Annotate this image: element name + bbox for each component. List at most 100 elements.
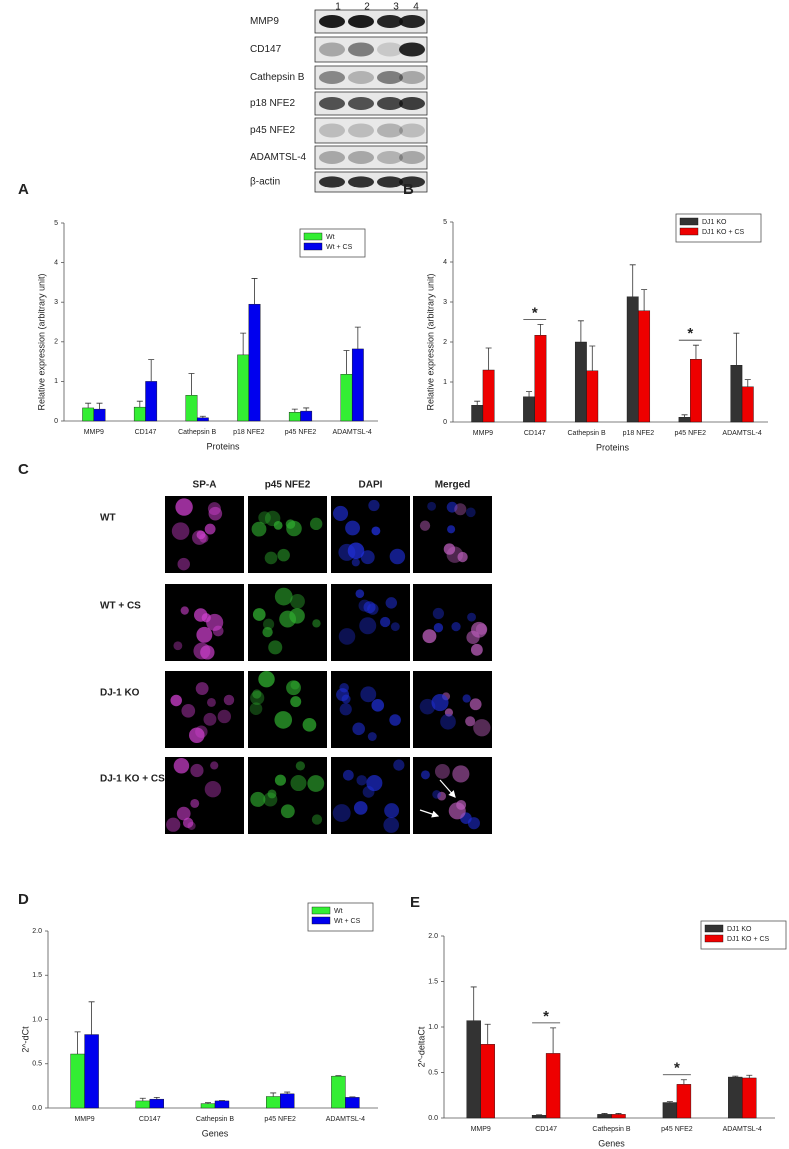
x-tick-label: ADAMTSL-4 xyxy=(722,430,761,437)
bar xyxy=(662,1102,678,1119)
y-tick-label: 0 xyxy=(54,418,58,425)
cell xyxy=(204,523,216,535)
cell xyxy=(267,789,277,799)
y-axis-label: 2^-deltaCt xyxy=(416,1026,426,1067)
cell xyxy=(465,507,476,518)
cell xyxy=(190,799,200,808)
error-bar xyxy=(641,289,648,311)
cell xyxy=(286,680,301,696)
error-bar xyxy=(153,1096,160,1100)
cell xyxy=(384,803,400,819)
bar xyxy=(531,1115,547,1119)
cell xyxy=(355,589,365,598)
cell xyxy=(173,641,183,651)
cell xyxy=(252,608,266,621)
cell xyxy=(339,683,349,693)
cell xyxy=(268,640,283,655)
blot-band xyxy=(377,15,403,28)
error-bar xyxy=(139,1097,146,1101)
cell xyxy=(390,622,400,632)
x-tick-label: Cathepsin B xyxy=(196,1116,234,1123)
bar xyxy=(237,354,250,422)
legend-swatch xyxy=(303,232,323,241)
blot-label: p45 NFE2 xyxy=(250,125,295,136)
x-tick-label: p45 NFE2 xyxy=(674,430,706,437)
bar xyxy=(466,1020,481,1119)
error-bar xyxy=(680,1079,687,1085)
cell xyxy=(457,551,468,563)
cell xyxy=(180,606,189,615)
y-tick-label: 0.0 xyxy=(428,1115,438,1122)
error-bar xyxy=(291,408,298,413)
cell xyxy=(200,645,215,660)
cell xyxy=(341,694,351,704)
cell xyxy=(371,699,385,712)
x-tick-label: ADAMTSL-4 xyxy=(326,1116,365,1123)
row-label: DJ-1 KO + CS xyxy=(100,774,165,785)
blot-band xyxy=(399,97,425,110)
y-tick-label: 0.5 xyxy=(428,1069,438,1076)
panel-letter: C xyxy=(18,461,29,478)
x-tick-label: ADAMTSL-4 xyxy=(723,1126,762,1133)
cell xyxy=(274,711,293,729)
cell xyxy=(173,758,190,774)
cell xyxy=(432,607,444,620)
micrograph xyxy=(331,584,410,661)
cell xyxy=(389,714,401,726)
cell xyxy=(307,775,325,792)
error-bar xyxy=(354,326,361,349)
cell xyxy=(419,698,436,715)
cell xyxy=(192,530,207,545)
cell xyxy=(295,761,306,771)
y-tick-label: 3 xyxy=(443,299,447,306)
cell xyxy=(469,698,482,711)
micrograph xyxy=(331,757,410,834)
blot-label: p18 NFE2 xyxy=(250,98,295,109)
y-tick-label: 3 xyxy=(54,299,58,306)
cell xyxy=(462,694,471,703)
cell xyxy=(422,629,437,644)
y-tick-label: 1.0 xyxy=(428,1024,438,1031)
cell xyxy=(171,522,190,540)
cell xyxy=(170,694,182,707)
column-label: p45 NFE2 xyxy=(265,480,311,491)
cell xyxy=(367,732,377,741)
bar xyxy=(730,365,743,423)
legend-label: Wt + CS xyxy=(334,918,361,925)
legend-label: DJ1 KO xyxy=(702,219,727,226)
x-axis-label: Proteins xyxy=(206,441,240,451)
error-bar xyxy=(746,1074,753,1078)
y-tick-label: 5 xyxy=(443,219,447,226)
cell xyxy=(367,603,379,615)
error-bar xyxy=(601,1113,608,1115)
x-tick-label: CD147 xyxy=(524,430,546,437)
error-bar xyxy=(692,344,699,360)
y-axis-label: 2^-dCt xyxy=(20,1026,30,1053)
cell xyxy=(250,791,266,807)
blot-label: ADAMTSL-4 xyxy=(250,152,307,163)
x-tick-label: CD147 xyxy=(139,1116,161,1123)
bar xyxy=(676,1084,692,1119)
error-bar xyxy=(550,1027,557,1054)
cell xyxy=(427,501,437,511)
legend-label: DJ1 KO + CS xyxy=(727,936,770,943)
bar xyxy=(345,1097,360,1109)
bar xyxy=(82,407,95,422)
blot-strip xyxy=(314,65,428,90)
bar xyxy=(626,296,639,423)
bar xyxy=(93,408,106,422)
cell xyxy=(258,511,271,524)
blot-band xyxy=(348,151,374,164)
error-bar xyxy=(629,264,636,297)
bar xyxy=(574,341,587,423)
cell xyxy=(274,774,287,786)
error-bar xyxy=(88,1001,95,1035)
lane-label: 3 xyxy=(393,2,399,13)
blot-band xyxy=(348,42,374,57)
y-tick-label: 1.5 xyxy=(32,972,42,979)
micrograph xyxy=(413,757,492,834)
column-label: Merged xyxy=(435,480,471,491)
cell xyxy=(473,719,491,737)
bar xyxy=(214,1100,230,1109)
x-tick-label: MMP9 xyxy=(473,430,493,437)
